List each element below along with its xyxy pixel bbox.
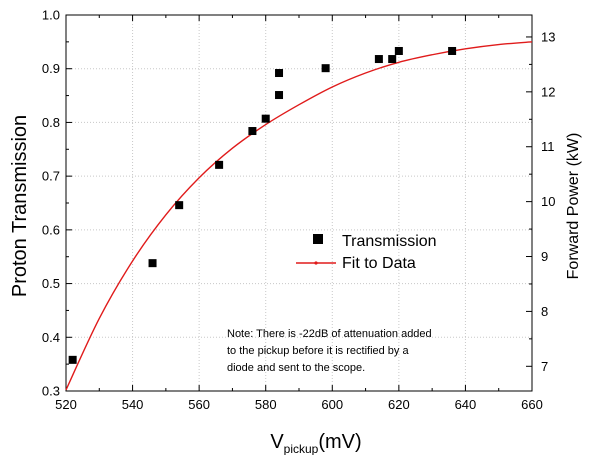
x-tick-label: 620 bbox=[388, 397, 410, 412]
y-tick-label: 0.7 bbox=[42, 169, 60, 184]
y-tick-label: 0.8 bbox=[42, 115, 60, 130]
transmission-point bbox=[215, 160, 224, 169]
y-tick-label: 0.5 bbox=[42, 276, 60, 291]
x-tick-label: 580 bbox=[255, 397, 277, 412]
x-axis-label-main: V bbox=[270, 431, 284, 453]
transmission-point bbox=[321, 64, 330, 73]
transmission-point bbox=[248, 127, 257, 136]
x-tick-label: 520 bbox=[55, 397, 77, 412]
transmission-point bbox=[374, 55, 383, 64]
y-tick-label: 0.6 bbox=[42, 222, 60, 237]
x-axis-label: Vpickup(mV) bbox=[270, 431, 361, 455]
note: Note: There is -22dB of attenuation adde… bbox=[227, 328, 432, 374]
legend-fit-marker bbox=[314, 261, 318, 265]
y-tick-label: 0.4 bbox=[42, 330, 60, 345]
y2-tick-label: 7 bbox=[541, 359, 548, 374]
transmission-point bbox=[275, 69, 284, 78]
transmission-point bbox=[388, 55, 397, 64]
transmission-point bbox=[448, 46, 457, 55]
y2-tick-label: 12 bbox=[541, 84, 555, 99]
transmission-point bbox=[68, 355, 77, 364]
x-tick-label: 560 bbox=[188, 397, 210, 412]
y-tick-label: 0.9 bbox=[42, 61, 60, 76]
transmission-point bbox=[275, 91, 284, 100]
transmission-point bbox=[175, 201, 184, 210]
note-line-2: to the pickup before it is rectified by … bbox=[227, 345, 409, 357]
transmission-point bbox=[394, 46, 403, 55]
transmission-series bbox=[68, 46, 457, 364]
transmission-point bbox=[261, 114, 270, 123]
y2-axis-label: Forward Power (kW) bbox=[565, 133, 582, 280]
y2-tick-label: 8 bbox=[541, 304, 548, 319]
y-axis-label: Proton Transmission bbox=[9, 115, 31, 297]
x-tick-label: 600 bbox=[321, 397, 343, 412]
legend-transmission-label: Transmission bbox=[342, 233, 437, 250]
legend: Transmission Fit to Data bbox=[296, 233, 437, 272]
x-axis-label-sub: pickup bbox=[284, 442, 319, 455]
y-tick-label: 1.0 bbox=[42, 8, 60, 23]
x-axis-label-unit: (mV) bbox=[318, 431, 361, 453]
y-tick-label: 0.3 bbox=[42, 384, 60, 399]
note-line-1: Note: There is -22dB of attenuation adde… bbox=[227, 328, 432, 340]
y2-tick-label: 10 bbox=[541, 194, 555, 209]
legend-fit-label: Fit to Data bbox=[342, 255, 416, 272]
transmission-point bbox=[148, 259, 157, 268]
y2-tick-label: 9 bbox=[541, 249, 548, 264]
y2-tick-label: 11 bbox=[541, 139, 555, 154]
y2-tick-label: 13 bbox=[541, 29, 555, 44]
note-line-3: diode and sent to the scope. bbox=[227, 362, 365, 374]
axis-ticks: 520 540 560 580 600 620 640 660 0.3 0.4 0.5 0.6 0.7 0… bbox=[42, 8, 556, 413]
legend-transmission-marker bbox=[313, 234, 323, 244]
x-tick-label: 660 bbox=[521, 397, 543, 412]
x-tick-label: 540 bbox=[122, 397, 144, 412]
x-tick-label: 640 bbox=[455, 397, 477, 412]
